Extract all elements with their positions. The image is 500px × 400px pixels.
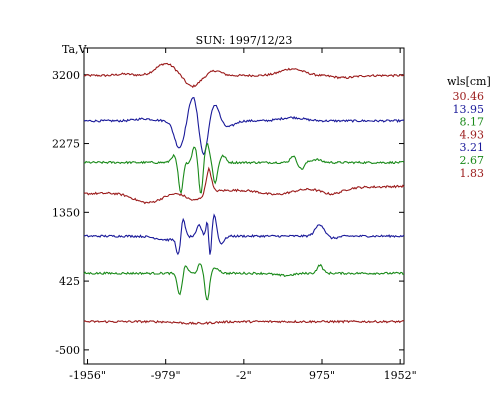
legend-entry: 1.83 — [460, 167, 485, 180]
x-tick-label: 975" — [309, 369, 335, 382]
y-axis: 3200 2275 1350 425 -500 — [52, 69, 404, 357]
series-line — [83, 213, 405, 256]
y-tick-label: 425 — [59, 275, 80, 288]
y-tick-label: 1350 — [52, 206, 80, 219]
series-line — [83, 166, 405, 205]
legend-entry: 8.17 — [460, 116, 485, 129]
x-tick-label: -1956" — [69, 369, 106, 382]
y-tick-label: -500 — [55, 344, 80, 357]
legend-entry: 2.67 — [460, 154, 485, 167]
y-tick-label: 3200 — [52, 69, 80, 82]
series-line — [83, 62, 405, 89]
legend-entry: 13.95 — [453, 103, 485, 116]
series-line — [83, 142, 405, 195]
plot-frame — [83, 47, 405, 365]
x-axis: -1956" -979" -2" 975" 1952" — [69, 48, 417, 382]
legend-entry: 3.21 — [460, 141, 485, 154]
series-line — [83, 96, 405, 156]
series-layer — [83, 62, 405, 325]
series-line — [83, 263, 405, 301]
x-tick-label: -979" — [151, 369, 181, 382]
y-axis-label: Ta,V — [62, 43, 88, 56]
legend-entry: 4.93 — [460, 128, 485, 141]
x-tick-label: -2" — [236, 369, 252, 382]
legend-entry: 30.46 — [453, 90, 485, 103]
chart-title: SUN: 1997/12/23 — [196, 34, 293, 47]
y-tick-label: 2275 — [52, 138, 80, 151]
legend-title: wls[cm] — [447, 75, 491, 88]
x-tick-label: 1952" — [384, 369, 417, 382]
series-line — [83, 319, 405, 325]
